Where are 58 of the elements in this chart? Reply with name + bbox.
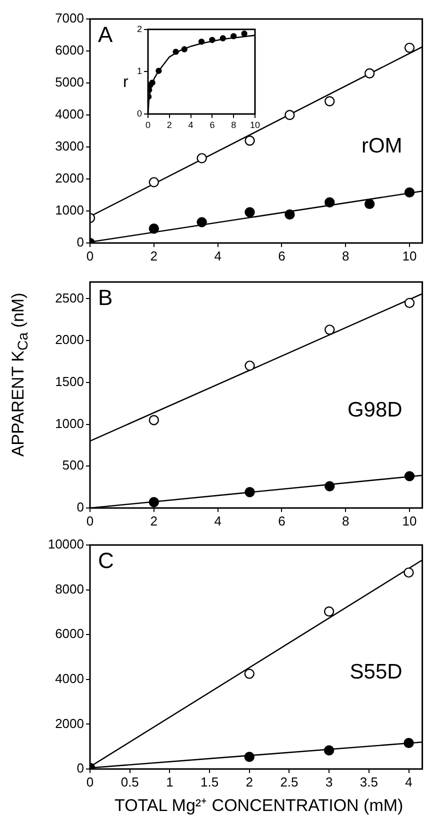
y-axis-title: r (123, 74, 128, 92)
x-tick-label: 1 (166, 774, 174, 790)
y-tick-label: 0 (76, 234, 84, 250)
x-tick-label: 2 (150, 513, 158, 528)
y-tick-label: 3000 (55, 138, 84, 154)
x-tick-label: 2.5 (280, 774, 298, 790)
x-tick-label: 0 (145, 120, 151, 130)
x-tick-label: 1.5 (200, 774, 219, 790)
x-tick-label: 8 (342, 513, 350, 528)
annotation: G98D (347, 398, 402, 422)
x-tick-label: 4 (405, 774, 412, 790)
y-tick-label: 500 (62, 458, 84, 473)
y-tick-label: 1500 (55, 374, 84, 390)
y-tick-label: 7000 (55, 10, 84, 26)
x-tick-label: 3 (325, 774, 333, 790)
x-tick-label: 4 (188, 120, 194, 130)
x-tick-label: 2 (166, 120, 172, 130)
x-tick-label: 8 (231, 120, 236, 130)
x-tick-label: 4 (214, 248, 222, 264)
x-tick-label: 10 (402, 513, 417, 528)
y-tick-label: 2000 (55, 170, 84, 186)
y-tick-label: 10000 (48, 536, 84, 552)
chart-title: B (98, 285, 113, 310)
x-tick-label: 3.5 (360, 774, 378, 790)
y-tick-label: 8000 (55, 581, 84, 596)
x-tick-label: 4 (214, 513, 222, 528)
x-tick-label: 0 (86, 248, 94, 264)
x-tick-label: 6 (210, 120, 215, 130)
x-tick-label: 10 (250, 120, 260, 130)
x-tick-label: 8 (342, 248, 350, 264)
y-tick-label: 2 (136, 24, 142, 34)
x-tick-label: 6 (278, 513, 286, 528)
x-axis-title: TOTAL Mg²⁺ CONCENTRATION (mM) (114, 795, 404, 816)
y-tick-label: 6000 (55, 626, 84, 642)
y-tick-label: 4000 (55, 670, 84, 686)
y-tick-label: 6000 (55, 42, 84, 58)
x-tick-label: 0.5 (120, 774, 139, 790)
x-tick-label: 6 (278, 248, 286, 264)
y-tick-label: 1000 (55, 202, 84, 218)
y-tick-label: 5000 (55, 74, 84, 90)
y-tick-label: 2000 (55, 332, 84, 348)
x-tick-label: 2 (246, 774, 253, 790)
y-tick-label: 4000 (55, 106, 84, 122)
y-tick-label: 1 (136, 66, 142, 76)
y-tick-label: 2500 (55, 290, 84, 306)
y-tick-label: 0 (136, 108, 142, 118)
y-tick-label: 1000 (55, 416, 84, 431)
y-tick-label: 2000 (55, 716, 84, 731)
chart-title: C (98, 548, 114, 574)
annotation: rOM (361, 134, 402, 158)
x-tick-label: 0 (86, 513, 94, 528)
x-tick-label: 10 (402, 248, 417, 264)
x-tick-label: 2 (150, 248, 158, 264)
annotation: S55D (350, 660, 402, 684)
y-tick-label: 0 (76, 760, 84, 776)
x-tick-label: 0 (86, 774, 94, 790)
y-tick-label: 0 (76, 500, 84, 515)
chart-title: A (98, 22, 113, 48)
